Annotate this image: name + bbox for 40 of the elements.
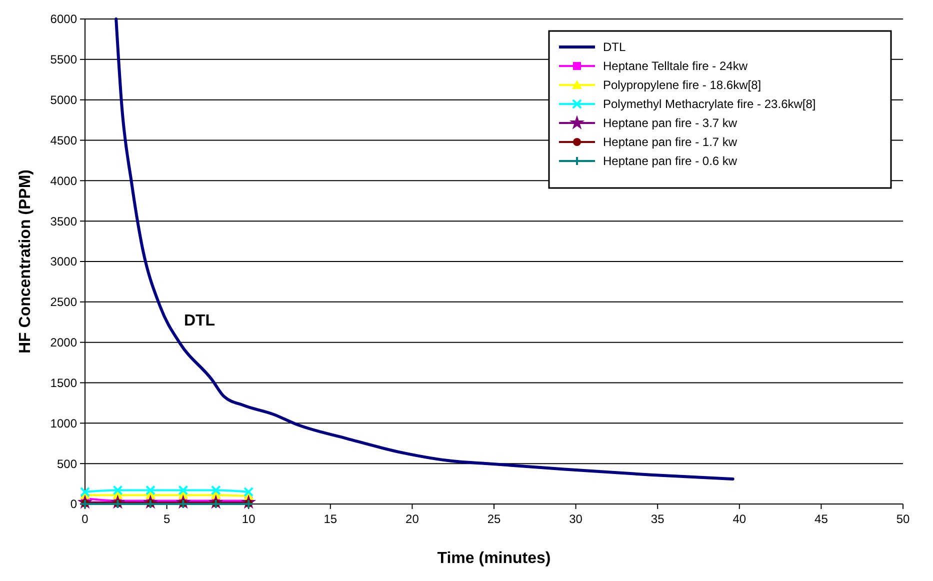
y-tick-label: 3500 bbox=[50, 214, 78, 228]
y-tick-label: 2000 bbox=[50, 336, 78, 350]
y-tick-label: 4000 bbox=[50, 174, 78, 188]
x-tick-label: 50 bbox=[896, 512, 910, 526]
point bbox=[112, 485, 123, 496]
legend-label: DTL bbox=[603, 40, 626, 54]
x-tick-label: 10 bbox=[242, 512, 256, 526]
legend-label: Heptane pan fire - 0.6 kw bbox=[603, 154, 738, 168]
x-tick-label: 25 bbox=[487, 512, 501, 526]
annotation: DTL bbox=[184, 312, 216, 330]
point bbox=[80, 486, 90, 497]
y-tick-label: 4500 bbox=[50, 133, 78, 148]
point bbox=[244, 486, 254, 497]
x-tick-label: 20 bbox=[406, 512, 420, 526]
y-tick-label: 1500 bbox=[50, 376, 78, 390]
y-tick-label: 1000 bbox=[50, 416, 78, 430]
y-tick-label: 5500 bbox=[50, 52, 78, 67]
x-tick-label: 15 bbox=[324, 512, 338, 526]
legend-label: Polypropylene fire - 18.6kw[8] bbox=[603, 78, 762, 92]
y-tick-label: 0 bbox=[70, 497, 78, 512]
x-tick-label: 45 bbox=[814, 512, 828, 526]
x-axis-title: Time (minutes) bbox=[437, 550, 551, 567]
point bbox=[210, 485, 221, 496]
x-tick-label: 0 bbox=[82, 512, 89, 526]
y-tick-label: 500 bbox=[56, 456, 78, 471]
y-tick-label: 2500 bbox=[50, 295, 78, 310]
x-tick-label: 30 bbox=[569, 512, 583, 526]
y-tick-label: 6000 bbox=[50, 12, 78, 26]
x-tick-label: 40 bbox=[732, 512, 746, 526]
x-tick-label: 35 bbox=[650, 512, 665, 526]
point bbox=[145, 485, 156, 496]
y-axis-title: HF Concentration (PPM) bbox=[17, 170, 34, 354]
legend-label: Heptane Telltale fire - 24kw bbox=[603, 59, 748, 74]
legend-label: Polymethyl Methacrylate fire - 23.6kw[8] bbox=[603, 97, 816, 112]
y-tick-label: 3000 bbox=[50, 254, 78, 269]
legend-label: Heptane pan fire - 3.7 kw bbox=[603, 116, 738, 130]
y-tick-label: 5000 bbox=[50, 93, 78, 108]
point bbox=[178, 485, 188, 496]
x-tick-label: 5 bbox=[163, 512, 170, 526]
legend-label: Heptane pan fire - 1.7 kw bbox=[603, 135, 738, 150]
